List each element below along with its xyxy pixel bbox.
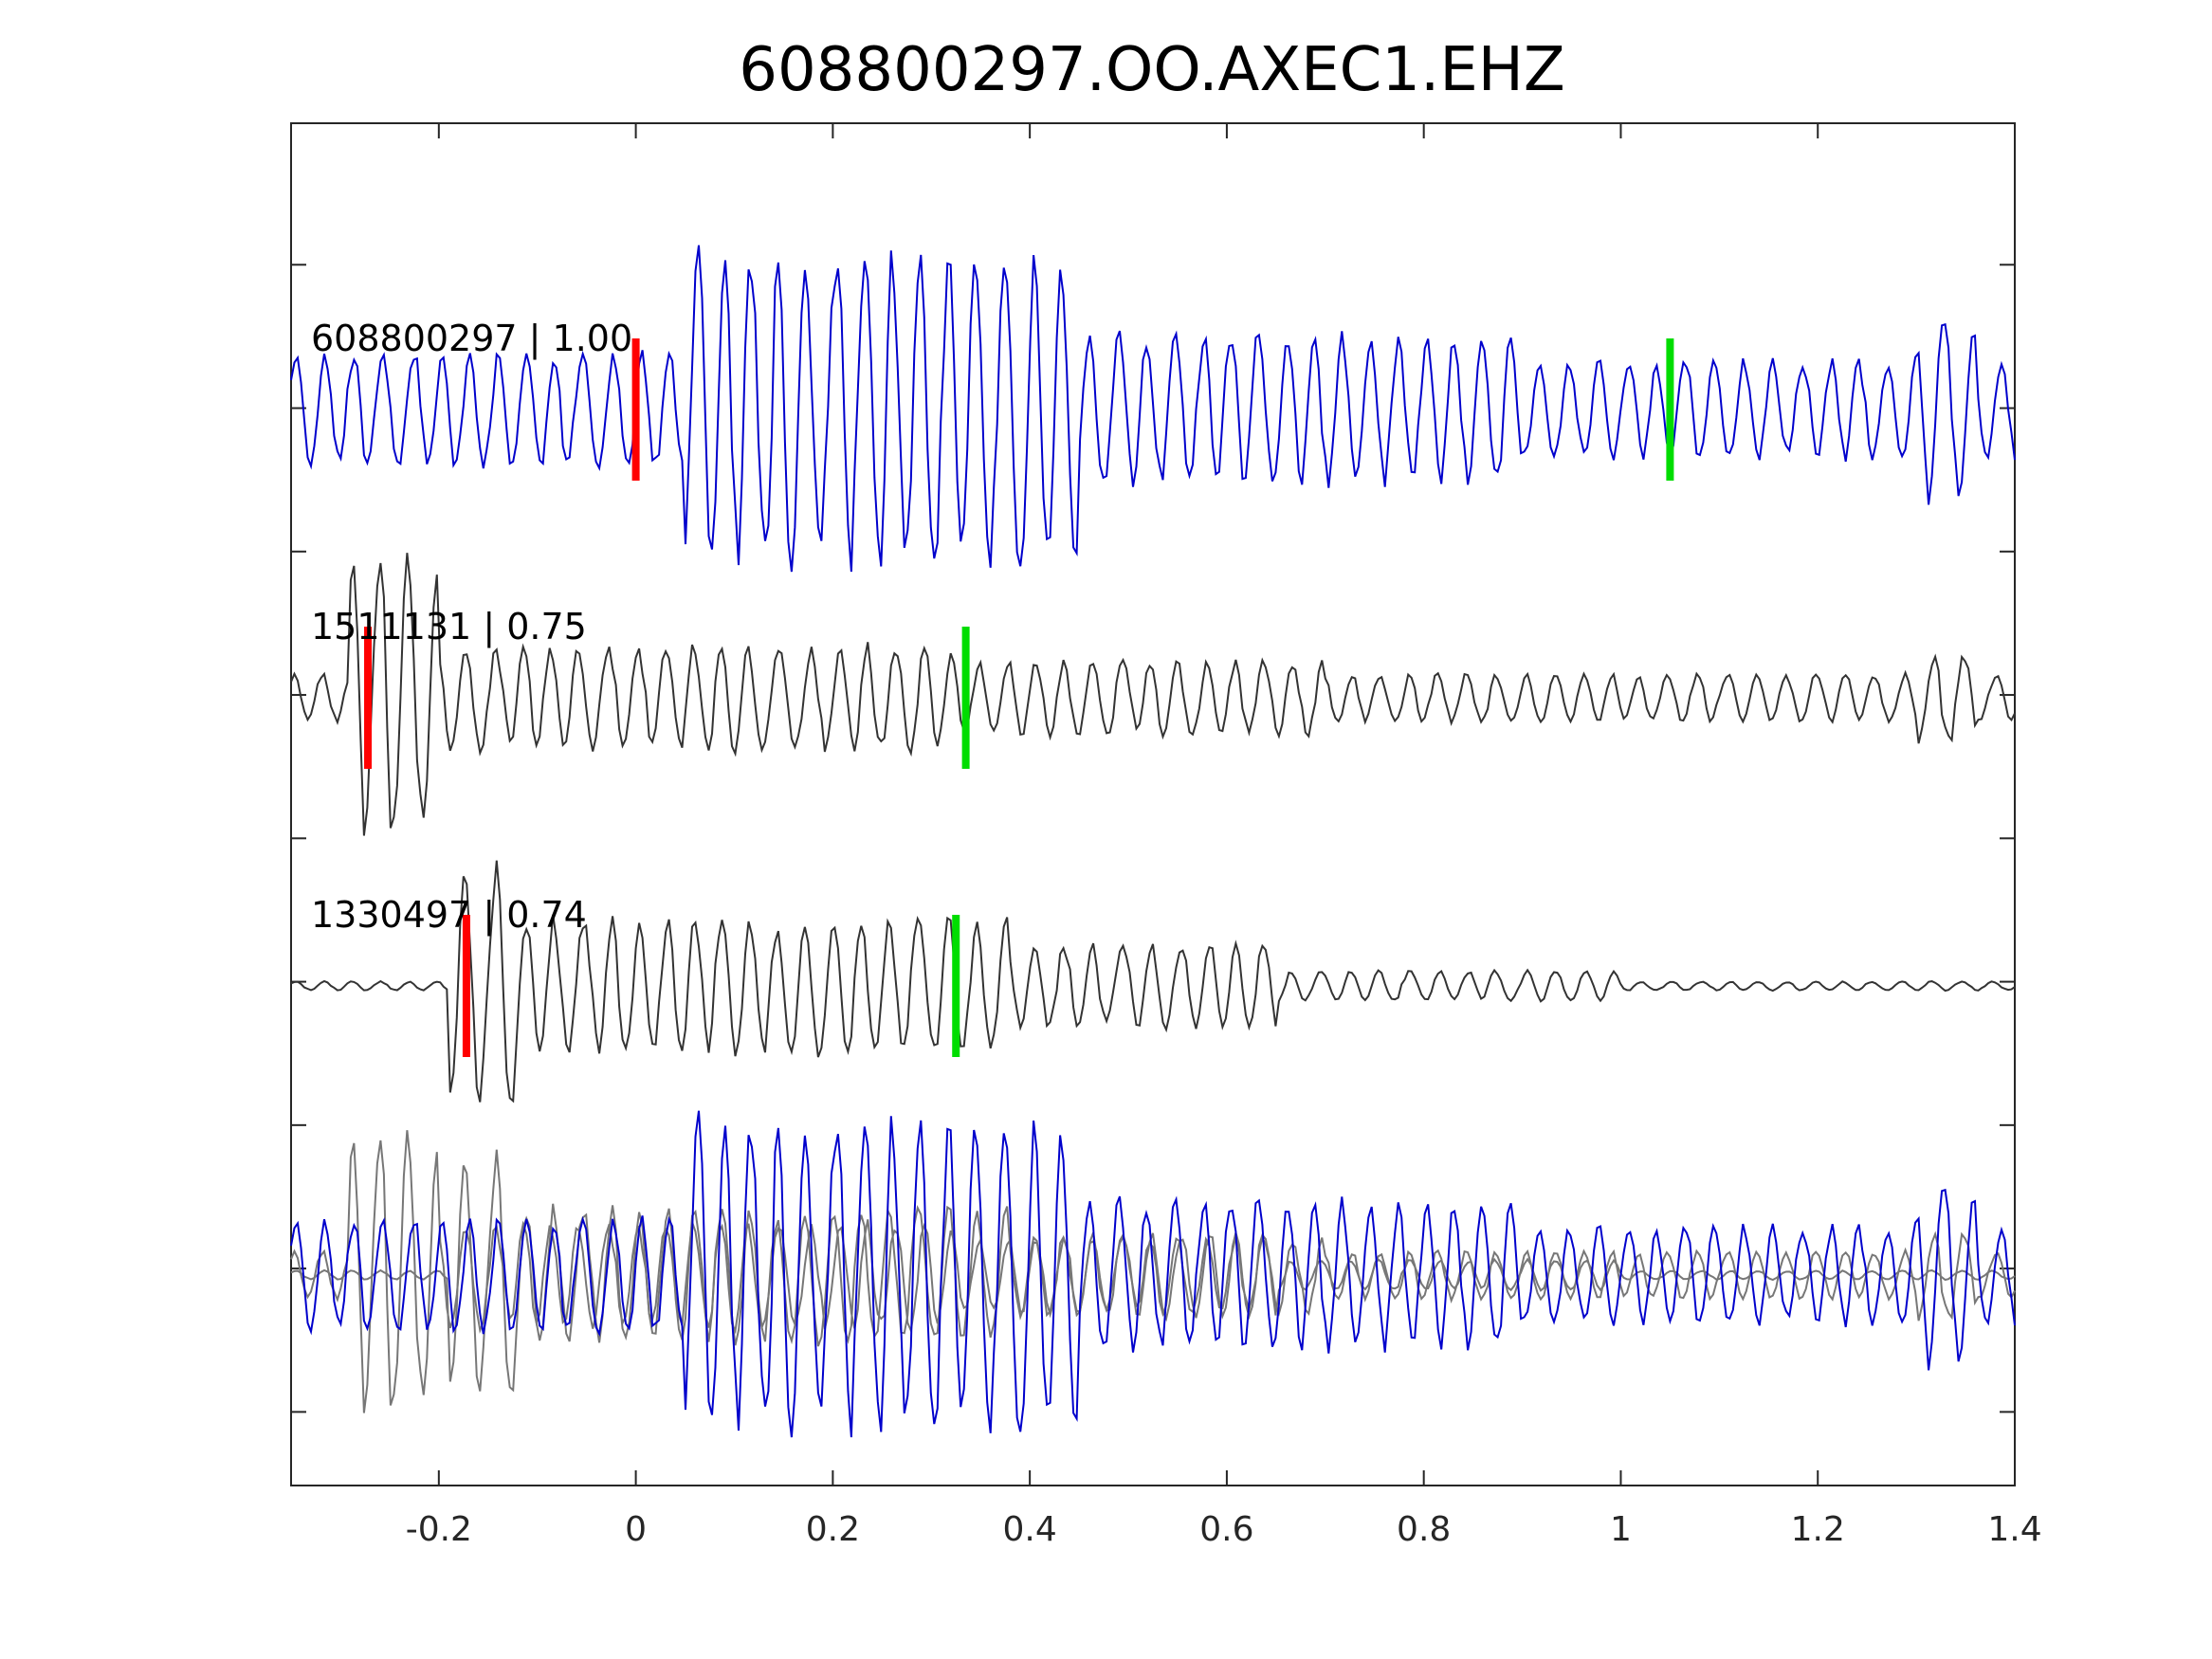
- x-tick-label: 0.4: [1003, 1510, 1057, 1549]
- waveform-traces: [290, 245, 2016, 1103]
- trace-labels: 608800297 | 1.00 1511131 | 0.75 1330497 | …: [311, 318, 632, 937]
- overlay-waveform-1: [290, 1110, 2016, 1438]
- x-tick-label: 1.4: [1987, 1510, 2041, 1549]
- waveform-trace-3: [290, 860, 2016, 1103]
- x-tick-label: 0.2: [806, 1510, 860, 1549]
- x-tick-label: 1.2: [1791, 1510, 1845, 1549]
- trace-label-1: 608800297 | 1.00: [311, 318, 632, 360]
- x-axis-ticks: -0.2 0 0.2 0.4 0.6 0.8 1 1.2 1.4: [406, 123, 2042, 1549]
- plot-area: [290, 122, 2016, 1486]
- waveform-trace-2: [290, 553, 2016, 836]
- trace-label-2: 1511131 | 0.75: [311, 606, 587, 648]
- waveform-trace-1: [290, 245, 2016, 573]
- chart-title: 608800297.OO.AXEC1.EHZ: [739, 35, 1565, 105]
- x-tick-label: 0.8: [1397, 1510, 1451, 1549]
- phase-picks: [364, 338, 1674, 1057]
- trace-label-3: 1330497 | 0.74: [311, 894, 587, 937]
- x-tick-label: 0: [625, 1510, 647, 1549]
- x-tick-label: 0.6: [1199, 1510, 1253, 1549]
- x-tick-label: -0.2: [406, 1510, 472, 1549]
- overlay-waveforms: [290, 1110, 2016, 1438]
- overlay-waveform-2: [290, 1130, 2016, 1413]
- x-tick-label: 1: [1610, 1510, 1632, 1549]
